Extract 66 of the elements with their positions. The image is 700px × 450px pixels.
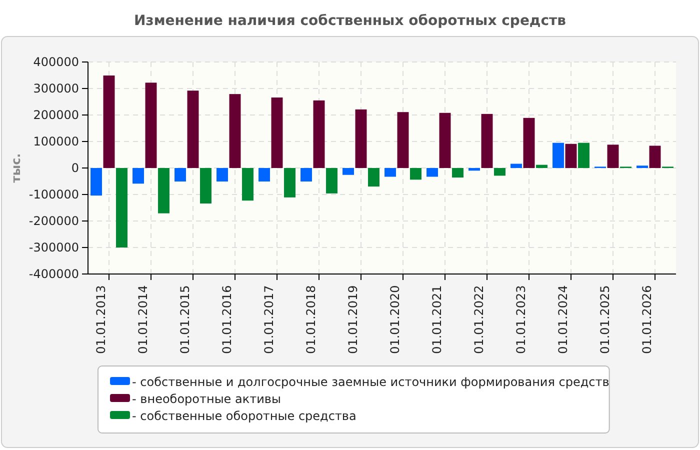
x-tick-label: 01.01.2016 — [220, 285, 234, 354]
bar — [326, 168, 338, 194]
y-tick-label: -400000 — [28, 266, 79, 281]
y-tick-label: -300000 — [28, 240, 79, 254]
bar — [523, 118, 535, 168]
bar — [468, 168, 480, 171]
x-tick-label: 01.01.2023 — [514, 285, 528, 354]
x-tick-label: 01.01.2022 — [472, 285, 486, 354]
bar — [342, 168, 354, 175]
y-tick-label: 100000 — [33, 134, 79, 148]
bar — [116, 168, 128, 248]
bar — [384, 168, 396, 177]
bar — [439, 112, 451, 168]
y-tick-label: -100000 — [28, 187, 79, 202]
bar — [158, 168, 170, 214]
bar — [552, 142, 564, 168]
bar — [313, 100, 325, 168]
chart-title: Изменение наличия собственных оборотных средств — [134, 13, 566, 29]
bar — [397, 112, 409, 168]
bar — [242, 168, 254, 201]
bar — [410, 168, 422, 180]
legend-label: - собственные оборотные средства — [132, 409, 356, 423]
bar — [90, 168, 102, 196]
bar — [578, 142, 590, 168]
bar — [187, 90, 199, 168]
legend-label: - внеоборотные активы — [132, 392, 281, 406]
x-tick-label: 01.01.2017 — [262, 285, 276, 354]
x-tick-label: 01.01.2015 — [178, 285, 192, 354]
bar — [229, 94, 241, 168]
bar — [355, 109, 367, 168]
bar — [145, 82, 157, 168]
bar — [271, 98, 283, 168]
legend-label: - собственные и долгосрочные заемные источники формирования средств — [132, 375, 610, 389]
bar — [200, 168, 212, 204]
bar — [216, 168, 228, 182]
bar — [426, 168, 438, 177]
bar — [103, 76, 115, 168]
y-tick-label: 0 — [71, 160, 79, 175]
bar — [510, 164, 522, 168]
bar — [536, 164, 548, 168]
bar — [258, 168, 270, 182]
bar — [300, 168, 312, 182]
y-tick-label: 400000 — [33, 54, 79, 69]
bar — [284, 168, 296, 198]
x-tick-label: 01.01.2020 — [388, 285, 402, 354]
bar — [494, 168, 506, 176]
x-tick-label: 01.01.2021 — [430, 285, 444, 354]
y-tick-label: 200000 — [33, 108, 79, 122]
bar — [368, 168, 380, 187]
x-tick-label: 01.01.2026 — [640, 285, 654, 354]
bar — [174, 168, 186, 182]
y-tick-label: -200000 — [28, 214, 79, 228]
bar — [452, 168, 464, 178]
x-tick-label: 01.01.2025 — [598, 285, 612, 354]
bar — [649, 146, 661, 168]
bar — [607, 144, 619, 168]
bar — [565, 144, 577, 168]
y-tick-label: 300000 — [33, 81, 79, 96]
y-axis-title: тыс. — [9, 153, 23, 183]
x-tick-label: 01.01.2013 — [94, 285, 108, 354]
x-tick-label: 01.01.2018 — [304, 285, 318, 354]
x-tick-label: 01.01.2019 — [346, 285, 360, 354]
bar — [481, 114, 493, 168]
bar — [132, 168, 144, 184]
x-tick-label: 01.01.2014 — [136, 285, 150, 354]
x-tick-label: 01.01.2024 — [556, 285, 570, 354]
